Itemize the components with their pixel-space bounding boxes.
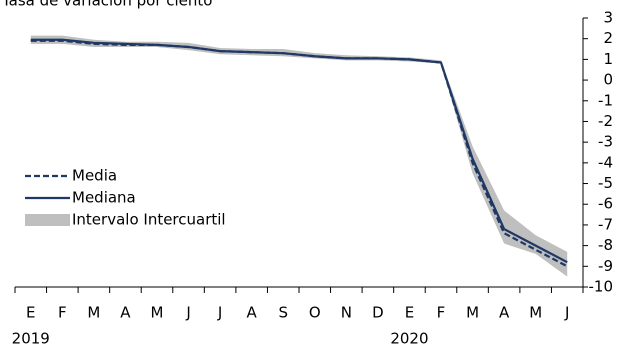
x-tick-label: N xyxy=(341,304,352,322)
y-tick-label: -9 xyxy=(598,257,613,275)
chart-title: Tasa de variación por ciento xyxy=(1,0,212,10)
y-tick-label: -6 xyxy=(598,195,613,213)
series-line xyxy=(30,39,568,268)
x-tick-label: M xyxy=(151,304,164,322)
y-tick-label: -4 xyxy=(598,153,613,171)
series-line xyxy=(30,38,568,264)
legend-swatch xyxy=(25,214,70,226)
x-tick-label: F xyxy=(437,304,446,322)
x-tick-label: J xyxy=(564,304,569,322)
y-tick-label: 1 xyxy=(603,50,613,68)
y-tick-label: -2 xyxy=(598,112,613,130)
y-tick-label: 0 xyxy=(603,71,613,89)
y-tick-label: 2 xyxy=(603,29,613,47)
y-tick-label: -5 xyxy=(598,174,613,192)
year-label: 2019 xyxy=(12,330,50,348)
x-tick-label: D xyxy=(372,304,384,322)
x-tick-label: M xyxy=(87,304,100,322)
x-tick-label: A xyxy=(120,304,131,322)
x-tick-label: O xyxy=(309,304,321,322)
x-tick-label: A xyxy=(247,304,258,322)
x-tick-label: F xyxy=(58,304,67,322)
y-tick-label: -7 xyxy=(598,215,613,233)
iqr-band xyxy=(30,35,568,277)
legend-label: Media xyxy=(72,167,117,185)
y-tick-label: 3 xyxy=(603,9,613,27)
y-tick-label: -10 xyxy=(589,278,614,296)
x-tick-label: M xyxy=(529,304,542,322)
legend-label: Mediana xyxy=(72,189,136,207)
x-tick-label: J xyxy=(217,304,222,322)
x-tick-label: E xyxy=(405,304,414,322)
x-tick-label: J xyxy=(185,304,190,322)
y-tick-label: -1 xyxy=(598,91,613,109)
year-label: 2020 xyxy=(390,330,428,348)
x-tick-label: A xyxy=(499,304,510,322)
y-tick-label: -8 xyxy=(598,236,613,254)
legend-label: Intervalo Intercuartil xyxy=(72,211,226,229)
x-tick-label: S xyxy=(278,304,288,322)
x-tick-label: E xyxy=(26,304,35,322)
x-tick-label: M xyxy=(466,304,479,322)
y-tick-label: -3 xyxy=(598,133,613,151)
